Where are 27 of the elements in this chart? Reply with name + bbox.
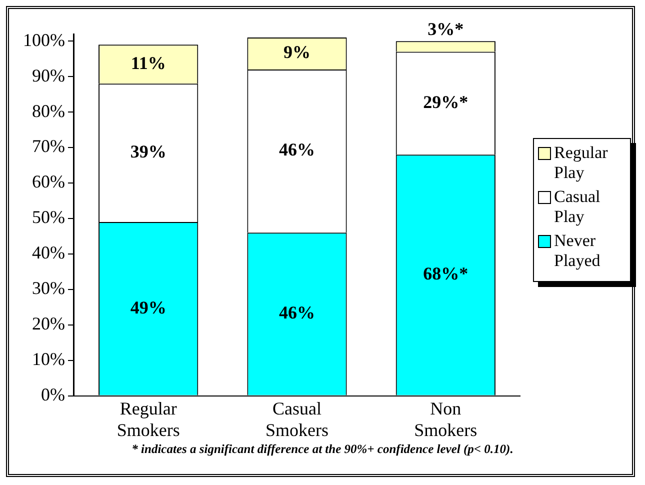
data-label: 11% bbox=[130, 52, 166, 73]
data-label: 29%* bbox=[423, 92, 468, 112]
y-tick-label: 30% bbox=[32, 278, 65, 298]
y-tick-label: 50% bbox=[32, 207, 65, 228]
data-label: 9% bbox=[283, 42, 310, 62]
y-tick-label: 90% bbox=[32, 65, 65, 86]
data-label: 46% bbox=[278, 140, 315, 160]
x-tick-label: Regular Smokers bbox=[116, 398, 180, 440]
x-tick-label: Non Smokers bbox=[414, 398, 478, 440]
y-tick-label: 70% bbox=[32, 136, 65, 156]
x-tick-label: Casual Smokers bbox=[265, 398, 328, 440]
y-tick-label: 100% bbox=[22, 30, 65, 50]
data-label: 68%* bbox=[423, 264, 468, 284]
y-tick-label: 0% bbox=[40, 384, 65, 405]
y-tick-label: 60% bbox=[32, 172, 65, 192]
text: * indicates a significant difference at the 90%+ confidence level (p< 0.10). bbox=[130, 442, 514, 457]
data-label: 46% bbox=[278, 302, 315, 323]
data-label: 3%* bbox=[428, 18, 464, 39]
y-tick-label: 40% bbox=[32, 242, 65, 263]
data-label: 49% bbox=[130, 297, 166, 318]
legend-label: Never Played bbox=[554, 231, 602, 271]
y-tick-label: 20% bbox=[32, 314, 65, 334]
legend-label: Regular Play bbox=[554, 143, 609, 183]
text: Casual Play bbox=[554, 187, 602, 227]
y-tick-label: 10% bbox=[32, 349, 65, 370]
y-tick-label: 80% bbox=[32, 100, 65, 121]
data-label: 39% bbox=[130, 141, 166, 162]
